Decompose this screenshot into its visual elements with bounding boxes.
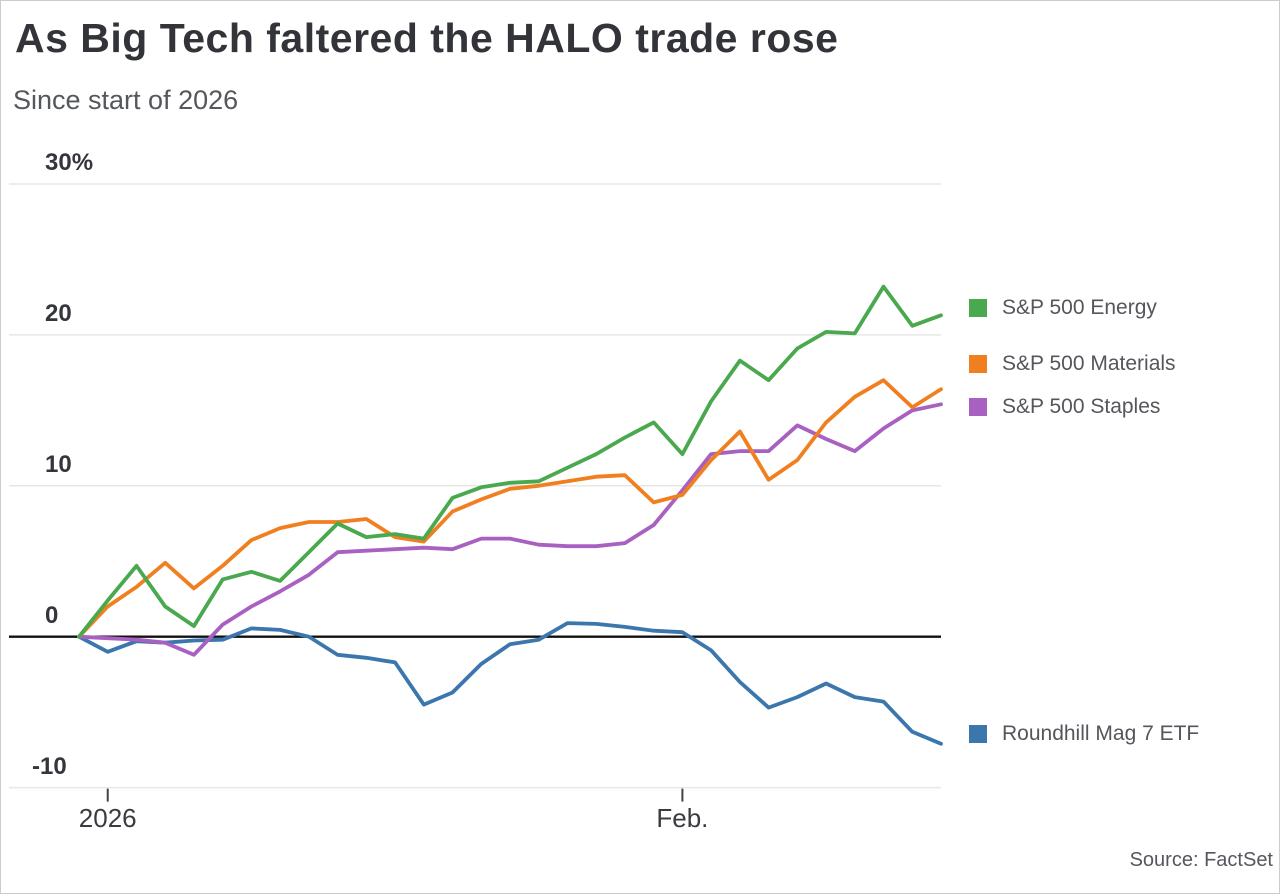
legend-label: S&P 500 Energy — [1002, 296, 1157, 319]
legend-item-roundhill-mag-7-etf: Roundhill Mag 7 ETF — [969, 722, 1199, 746]
chart-title: As Big Tech faltered the HALO trade rose — [15, 15, 839, 61]
source-note: Source: FactSet — [1129, 849, 1273, 871]
legend-swatch — [969, 725, 987, 743]
y-axis-label: 0 — [45, 601, 59, 629]
chart-subtitle: Since start of 2026 — [13, 85, 239, 115]
x-axis-label: Feb. — [656, 803, 709, 833]
legend-item-s-p-500-energy: S&P 500 Energy — [969, 296, 1157, 320]
y-axis-label: 20 — [45, 299, 72, 327]
legend-label: S&P 500 Materials — [1002, 352, 1176, 375]
legend-label: Roundhill Mag 7 ETF — [1002, 722, 1200, 745]
legend-item-s-p-500-materials: S&P 500 Materials — [969, 352, 1176, 376]
series-line-s-p-500-materials — [77, 378, 943, 639]
y-axis-label: 30% — [45, 149, 94, 176]
series-line-s-p-500-staples — [77, 402, 943, 657]
y-axis-label: -10 — [32, 752, 67, 780]
series-line-roundhill-mag-7-etf — [77, 621, 943, 746]
legend-swatch — [969, 398, 987, 416]
series-line-s-p-500-energy — [77, 284, 943, 639]
y-axis-label: 10 — [45, 450, 72, 478]
legend-swatch — [969, 299, 987, 317]
legend-label: S&P 500 Staples — [1002, 395, 1161, 418]
legend-item-s-p-500-staples: S&P 500 Staples — [969, 395, 1160, 419]
legend-swatch — [969, 355, 987, 373]
x-axis-label: 2026 — [78, 803, 137, 833]
